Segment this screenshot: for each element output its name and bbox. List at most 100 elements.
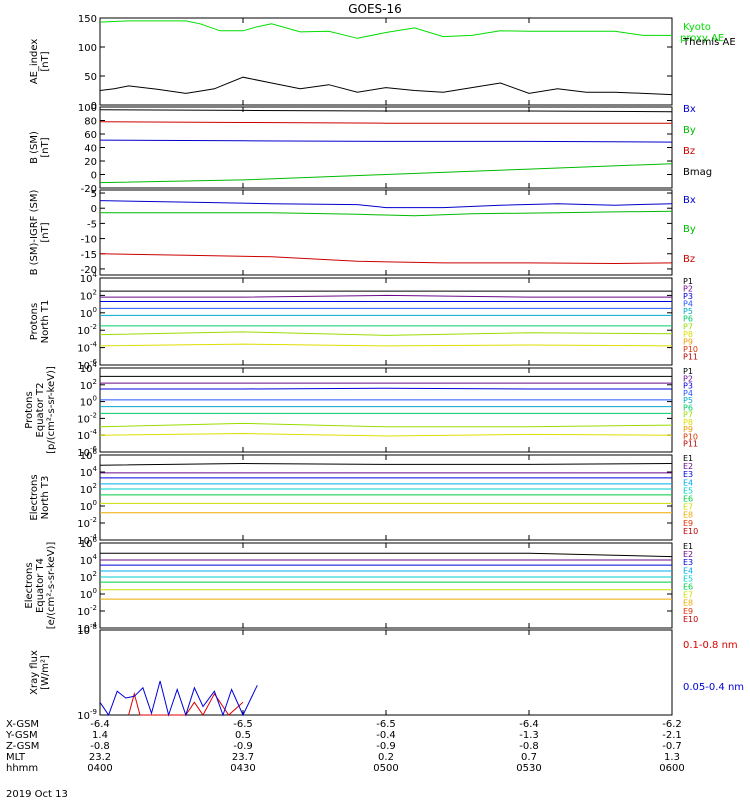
series-line-bz (99, 253, 673, 265)
legend-entry: P1 (683, 367, 693, 376)
legend-entry: P2 (683, 285, 693, 294)
footer-value: 23.7 (232, 752, 254, 763)
footer-ephemeris: X-GSM -6.4 -6.5 -6.5 -6.4 -6.2 Y-GSM 1.4 0.5 -0.4… (5, 719, 685, 774)
panel-frame (99, 542, 673, 629)
y-tick-label: 104 (80, 361, 98, 375)
legend-entry: Bx (683, 104, 696, 115)
y-tick-label: 10-2 (77, 516, 97, 530)
footer-value: 0600 (659, 763, 684, 774)
y-tick-label: -20 (81, 265, 97, 276)
legend-entry: P2 (683, 374, 693, 383)
panel-frame (99, 106, 673, 189)
series-line-bx (99, 200, 673, 209)
series-line-p7 (99, 422, 673, 428)
legend-entry: E10 (683, 615, 698, 624)
legend-entry: P10 (683, 345, 698, 354)
y-axis-label: [e/(cm²-s-sr-keV)] (46, 542, 57, 630)
legend-entry: E4 (683, 478, 693, 487)
plot-title: GOES-16 (348, 2, 402, 16)
legend-entry: P5 (683, 307, 693, 316)
footer-value: -6.2 (662, 719, 682, 730)
legend-entry: P4 (683, 389, 693, 398)
legend-entry: E5 (683, 574, 693, 583)
footer-row-label: Y-GSM (5, 730, 38, 741)
y-tick-label: 100 (80, 306, 97, 320)
footer-row-label: hhmm (6, 763, 38, 774)
y-tick-label: -5 (87, 219, 97, 230)
y-tick-label: -15 (81, 250, 97, 261)
legend-entry: P5 (683, 396, 693, 405)
y-tick-label: 10-2 (77, 604, 97, 618)
panel-frame (99, 367, 673, 453)
legend-entry: P3 (683, 382, 693, 391)
legend-entry: Bx (683, 195, 696, 206)
footer-value: 0.2 (378, 752, 394, 763)
y-axis-label: North T1 (40, 300, 51, 344)
legend-entry: 0.05-0.4 nm (683, 682, 744, 693)
legend-entry: E8 (683, 511, 693, 520)
panel-3: -20 -15 -10 -5 0 5 B (SM)-IGRF (SM) [nT] Bx By Bz (29, 189, 696, 276)
legend-entry: E10 (683, 527, 698, 536)
legend-entry: Bz (683, 146, 695, 157)
series-line-by (100, 210, 673, 217)
footer-value: -1.3 (519, 730, 539, 741)
legend-entry: E6 (683, 495, 693, 504)
legend-entry: 0.1-0.8 nm (683, 640, 738, 651)
footer-value: 0430 (230, 763, 255, 774)
y-tick-label: 0 (91, 204, 97, 215)
legend-entry: E6 (683, 583, 693, 592)
legend-entry: P11 (683, 352, 698, 361)
legend-entry: E9 (683, 519, 693, 528)
y-tick-label: 40 (84, 144, 97, 155)
series-line-0-05-0-4-nm (99, 680, 258, 717)
footer-row-label: MLT (6, 752, 26, 763)
footer-value: 1.4 (92, 730, 108, 741)
y-tick-label: 102 (80, 288, 97, 302)
footer-value: -0.9 (376, 741, 396, 752)
y-tick-label: 100 (78, 43, 97, 54)
legend-entry: E4 (683, 566, 693, 575)
footer-value: 0.5 (235, 730, 251, 741)
y-tick-label: 102 (80, 378, 97, 392)
y-axis-label: B (SM)-IGRF (SM) (29, 190, 40, 276)
y-tick-label: 150 (78, 14, 97, 25)
footer-date: 2019 Oct 13 (6, 789, 68, 800)
y-tick-label: 80 (84, 117, 97, 128)
series-line-by (99, 163, 673, 184)
series-line-bmag (99, 109, 673, 113)
legend-entry: Bmag (683, 167, 712, 178)
legend-entry: E9 (683, 607, 693, 616)
footer-value: 0530 (516, 763, 541, 774)
panel-frame (99, 629, 673, 716)
y-axis-label: B (SM) (29, 131, 40, 164)
y-tick-label: 0 (91, 101, 97, 112)
footer-value: -6.4 (90, 719, 110, 730)
y-axis-label: AE_index (29, 39, 40, 85)
legend-entry: By (683, 125, 696, 136)
footer-row-label: X-GSM (6, 719, 39, 730)
footer-value: -0.4 (376, 730, 396, 741)
y-tick-label: 106 (80, 448, 98, 462)
series-line-themis-ae (99, 76, 673, 96)
legend-entry: E3 (683, 470, 693, 479)
footer-value: -6.5 (233, 719, 253, 730)
series-line-e1 (100, 552, 673, 558)
series-line-p7 (99, 331, 673, 336)
legend-entry: Kyoto proxy AE (680, 22, 724, 44)
legend-entry: E7 (683, 591, 693, 600)
y-tick-label: 10-4 (77, 428, 97, 442)
legend-entry: E5 (683, 486, 693, 495)
y-tick-label: 100 (80, 499, 97, 513)
legend-entry: E2 (683, 462, 693, 471)
y-tick-label: 10-2 (77, 411, 97, 425)
footer-value: 1.3 (664, 752, 680, 763)
legend-entry: Bz (683, 254, 695, 265)
y-tick-label: 100 (80, 395, 97, 409)
legend-entry: P10 (683, 432, 698, 441)
y-tick-label: -10 (81, 235, 97, 246)
